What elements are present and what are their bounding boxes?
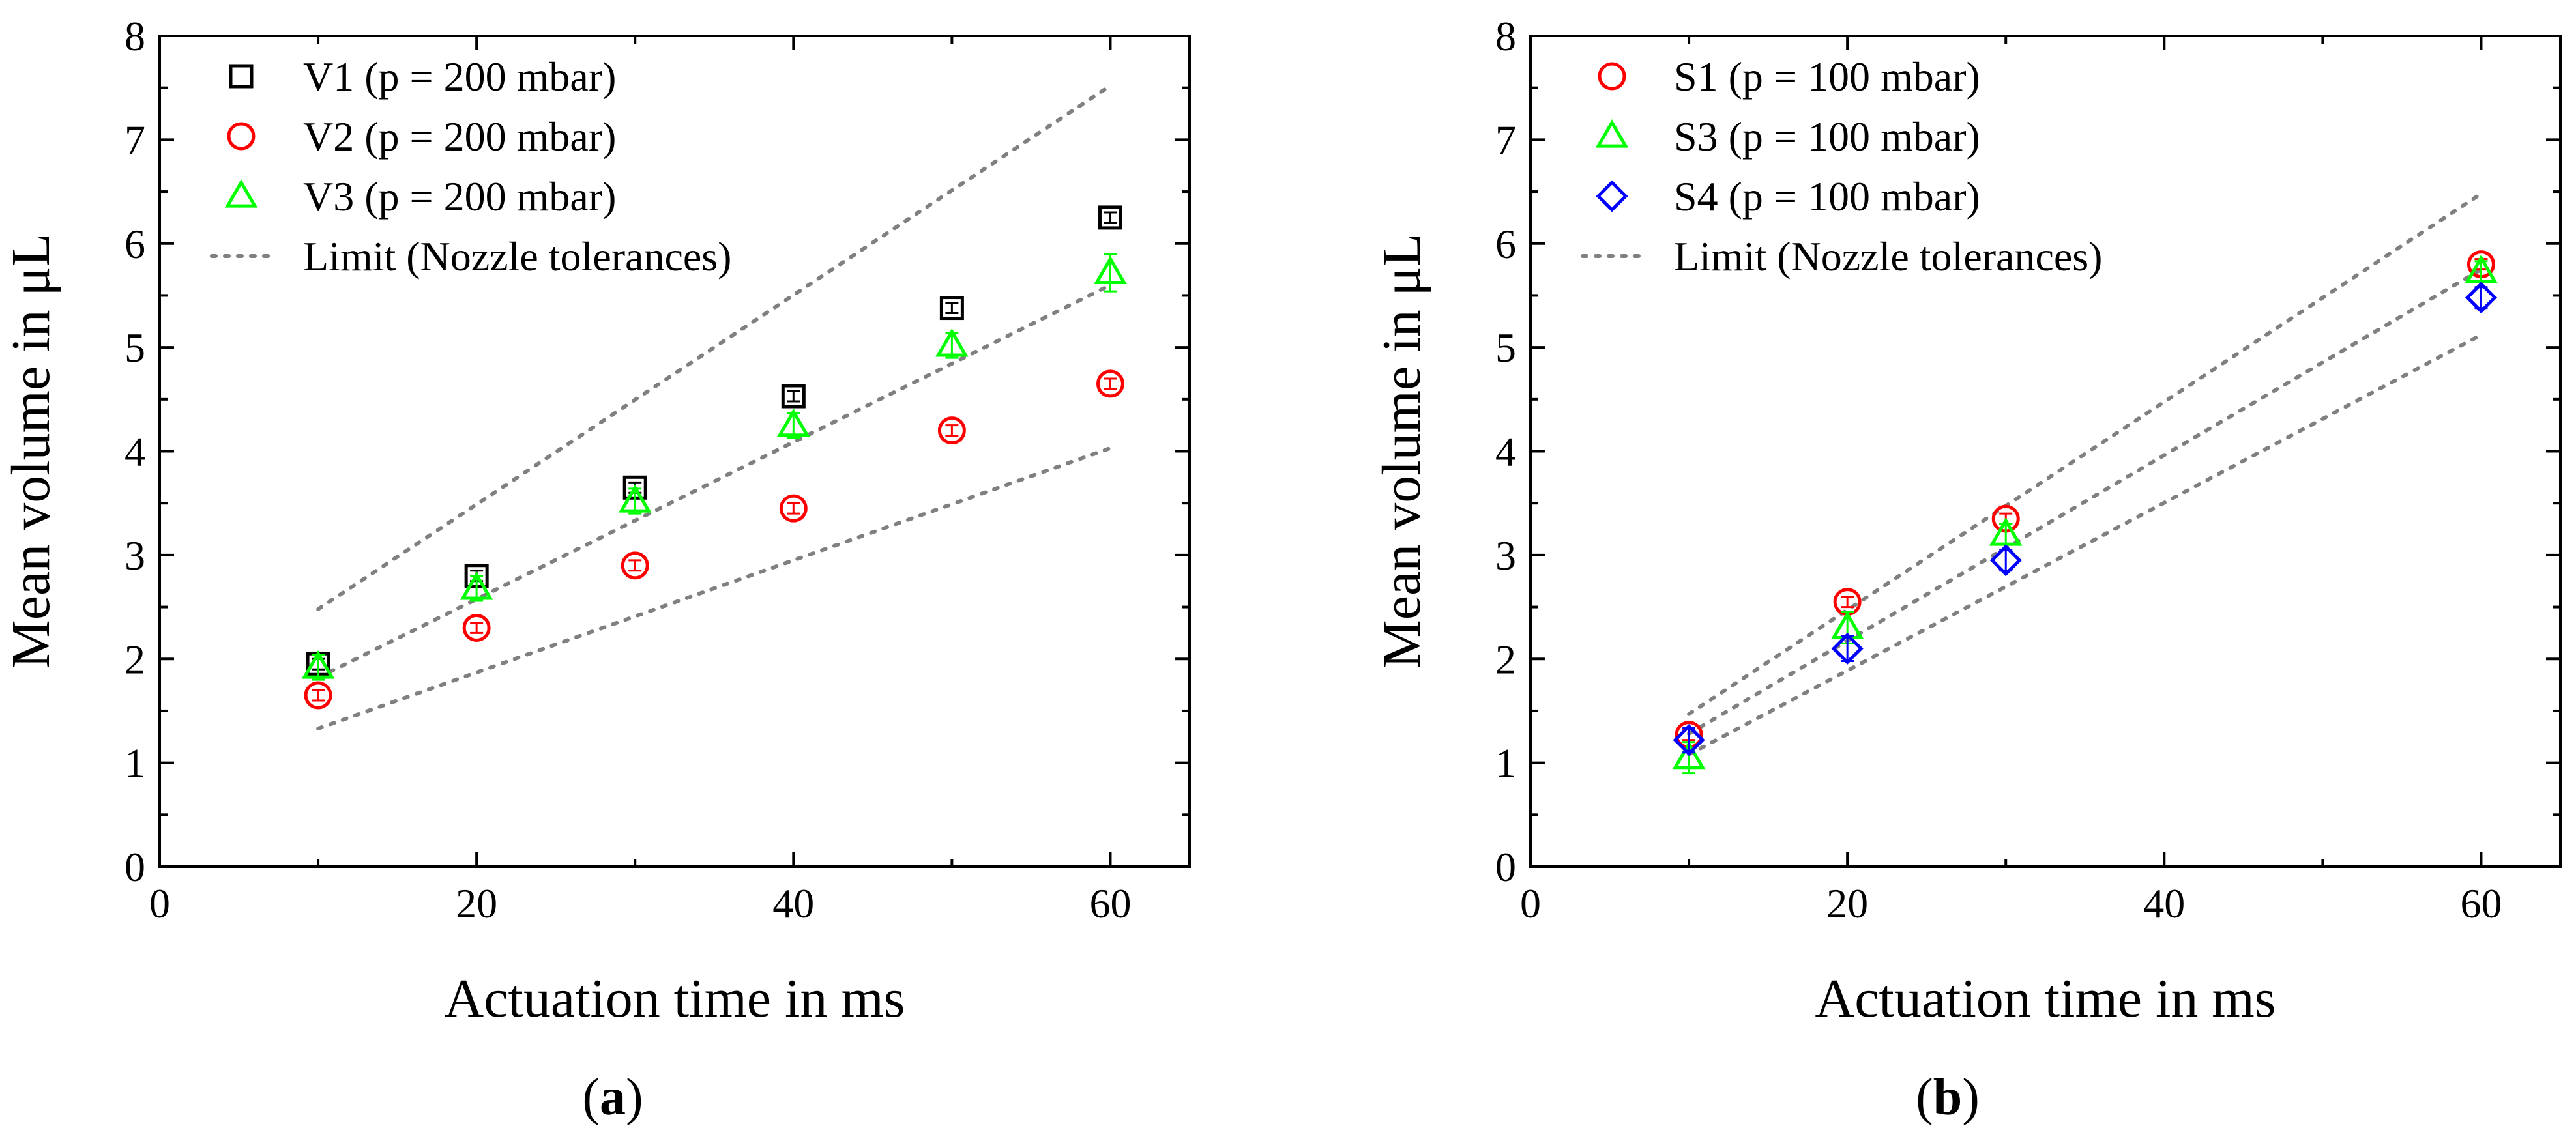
data-point-b-triangle: [1989, 517, 2023, 546]
data-point-a-triangle: [460, 571, 493, 600]
legend-marker-b-2: [1595, 119, 1629, 148]
y-tick-label-a: 4: [124, 429, 145, 475]
y-tick-label-b: 0: [1495, 844, 1516, 890]
y-tick-label-b: 1: [1495, 740, 1516, 787]
plot-frame-a: [158, 35, 1191, 868]
data-point-a-circle: [462, 613, 491, 642]
data-point-a-square: [1098, 205, 1122, 230]
y-tick-label-a: 2: [124, 636, 145, 682]
data-point-a-square: [781, 384, 806, 409]
tick-labels-b: 0 20 40 60 0 1 2 3 4 5 6 7 8: [1495, 13, 2502, 927]
legend-marker-b-3: [1596, 180, 1628, 212]
y-tick-label-a: 0: [124, 844, 145, 890]
data-point-b-diamond: [1673, 724, 1705, 757]
caption-letter-b: b: [1933, 1069, 1963, 1126]
y-tick-label-b: 5: [1495, 325, 1516, 371]
y-tick-label-a: 8: [124, 13, 145, 59]
x-tick-label-b: 20: [1826, 880, 1868, 927]
limit-lines-b: [1687, 192, 2483, 757]
data-point-a-triangle: [618, 484, 652, 513]
limit-line-a-2: [316, 283, 1113, 680]
x-axis-title-a: Actuation time in ms: [445, 968, 905, 1029]
legend-b: S1 (p = 100 mbar) S3 (p = 100 mbar) S4 (p …: [1581, 53, 2102, 280]
x-tick-label-b: 60: [2460, 880, 2502, 927]
y-tick-label-a: 7: [124, 117, 145, 163]
data-point-b-triangle: [1672, 740, 1706, 770]
series-a-2: [304, 369, 1124, 710]
x-axis-title-b: Actuation time in ms: [1815, 968, 2276, 1029]
caption-a: (a): [582, 1069, 643, 1126]
legend-label-b-3: S4 (p = 100 mbar): [1674, 173, 1980, 220]
x-tick-label-b: 0: [1520, 880, 1541, 927]
panel-a: 0 20 40 60 0 1 2 3 4 5 6 7 8 Actuation time in ms Me…: [1, 13, 1191, 1126]
y-tick-label-b: 2: [1495, 636, 1516, 682]
panel-b: 0 20 40 60 0 1 2 3 4 5 6 7 8 Actuation time in ms Me…: [1371, 13, 2562, 1126]
y-axis-title-a: Mean volume in μL: [1, 233, 61, 669]
x-tick-label-a: 0: [149, 880, 170, 927]
legend-a: V1 (p = 200 mbar) V2 (p = 200 mbar) V3 (p …: [210, 53, 731, 280]
y-tick-label-a: 6: [124, 221, 145, 267]
data-point-a-circle: [1096, 369, 1124, 398]
limit-line-b-1: [1687, 192, 2483, 716]
data-point-a-square: [939, 296, 964, 321]
data-point-b-triangle: [2465, 254, 2498, 283]
x-tick-label-a: 60: [1089, 880, 1131, 927]
data-point-a-circle: [621, 551, 649, 580]
legend-marker-a-3: [224, 179, 258, 208]
y-tick-label-a: 5: [124, 325, 145, 371]
legend-marker-a-1: [229, 64, 254, 89]
series-a: [301, 205, 1127, 710]
y-axis-title-b: Mean volume in μL: [1371, 233, 1432, 669]
y-tick-label-b: 3: [1495, 532, 1516, 579]
legend-limit-label-b: Limit (Nozzle tolerances): [1674, 233, 2102, 280]
legend-marker-b-1: [1598, 62, 1626, 91]
data-point-a-triangle: [935, 328, 969, 357]
limit-line-b-2: [1687, 267, 2483, 736]
legend-label-a-3: V3 (p = 200 mbar): [303, 173, 616, 220]
legend-label-a-1: V1 (p = 200 mbar): [303, 53, 616, 100]
data-point-b-diamond: [1989, 544, 2022, 577]
data-point-a-circle: [304, 681, 332, 710]
series-b-2: [1672, 254, 2498, 775]
series-b-3: [1673, 282, 2497, 757]
series-a-3: [301, 253, 1127, 681]
caption-letter-a: a: [600, 1069, 626, 1126]
x-tick-label-b: 40: [2143, 880, 2185, 927]
x-tick-label-a: 40: [772, 880, 814, 927]
y-tick-label-b: 6: [1495, 221, 1516, 267]
limit-lines-a: [316, 83, 1113, 731]
limit-line-a-1: [316, 83, 1113, 611]
legend-limit-label-a: Limit (Nozzle tolerances): [303, 233, 731, 280]
x-tick-label-a: 20: [456, 880, 497, 927]
legend-marker-a-2: [227, 122, 256, 151]
ticks-b: [1529, 35, 2560, 868]
caption-b: (b): [1916, 1069, 1980, 1126]
tick-labels-a: 0 20 40 60 0 1 2 3 4 5 6 7 8: [124, 13, 1131, 927]
y-tick-label-a: 1: [124, 740, 145, 787]
data-point-b-diamond: [1831, 632, 1864, 665]
data-point-a-triangle: [776, 408, 810, 437]
legend-label-b-1: S1 (p = 100 mbar): [1674, 53, 1980, 100]
y-tick-label-b: 7: [1495, 117, 1516, 163]
y-tick-label-a: 3: [124, 532, 145, 579]
limit-line-b-3: [1687, 333, 2483, 757]
data-point-a-circle: [779, 494, 808, 523]
y-tick-label-b: 8: [1495, 13, 1516, 59]
data-point-b-diamond: [2465, 282, 2497, 314]
legend-label-b-2: S3 (p = 100 mbar): [1674, 113, 1980, 160]
series-b: [1672, 250, 2498, 775]
y-tick-label-b: 4: [1495, 429, 1516, 475]
data-point-a-triangle: [1094, 255, 1127, 284]
limit-line-a-3: [316, 446, 1113, 731]
ticks-a: [158, 35, 1190, 868]
data-point-a-triangle: [301, 650, 335, 679]
legend-label-a-2: V2 (p = 200 mbar): [303, 113, 616, 160]
data-point-a-circle: [937, 416, 966, 445]
